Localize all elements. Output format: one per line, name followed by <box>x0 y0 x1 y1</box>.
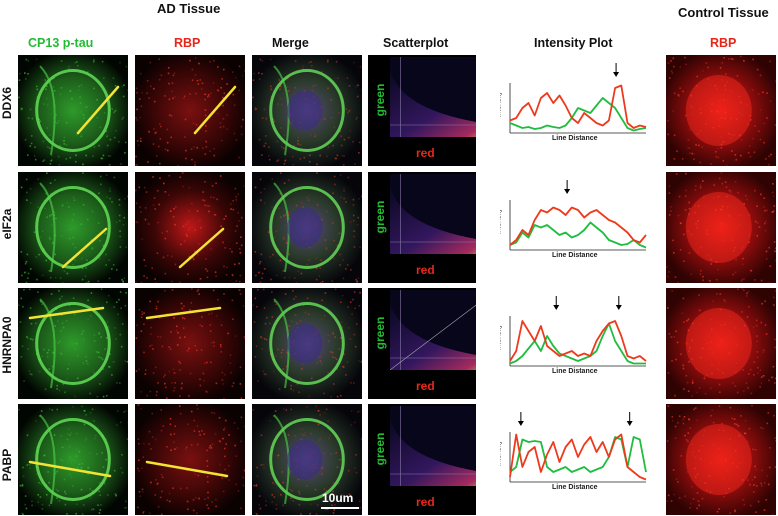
micrograph-merge-row-2 <box>252 288 362 399</box>
intensity-plot-row-0: Intensity Line Distance <box>500 61 655 161</box>
col-intensity-plot: Intensity Plot <box>534 36 613 50</box>
micrograph-ctrl-row-2 <box>666 288 776 399</box>
intensity-xlabel-row-0: Line Distance <box>552 135 598 142</box>
scatter-green-label-row-2: green <box>373 316 387 350</box>
scatter-red-label-row-3: red <box>416 495 435 509</box>
intensity-ylabel-row-1: Intensity <box>500 208 503 235</box>
intensity-ylabel-row-3: Intensity <box>500 440 503 467</box>
micrograph-red-row-2 <box>135 288 245 399</box>
micrograph-green-row-2 <box>18 288 128 399</box>
scatterplot-row-2 <box>368 288 476 399</box>
row-label-eif2a: eIF2a <box>0 208 14 240</box>
micrograph-green-row-0 <box>18 55 128 166</box>
micrograph-red-row-3 <box>135 404 245 515</box>
intensity-ylabel-row-2: Intensity <box>500 324 503 351</box>
intensity-ylabel-row-0: Intensity <box>500 91 503 118</box>
col-cp13-ptau: CP13 p-tau <box>28 36 94 50</box>
scatterplot-row-0 <box>368 55 476 166</box>
intensity-plot-row-3: Intensity Line Distance <box>500 410 655 510</box>
row-label-hnrnpa0: HNRNPA0 <box>0 316 14 374</box>
scatter-green-label-row-1: green <box>373 200 387 234</box>
scatter-red-label-row-0: red <box>416 146 435 160</box>
micrograph-green-row-3 <box>18 404 128 515</box>
scatterplot-row-3 <box>368 404 476 515</box>
scale-bar-label: 10um <box>322 491 354 505</box>
micrograph-green-row-1 <box>18 172 128 283</box>
col-control-rbp: RBP <box>710 36 737 50</box>
intensity-xlabel-row-1: Line Distance <box>552 252 598 259</box>
intensity-plot-row-2: Intensity Line Distance <box>500 294 655 394</box>
control-tissue-header: Control Tissue <box>678 5 769 20</box>
intensity-plot-row-1: Intensity Line Distance <box>500 178 655 278</box>
micrograph-merge-row-1 <box>252 172 362 283</box>
intensity-xlabel-row-2: Line Distance <box>552 368 598 375</box>
ad-tissue-header: AD Tissue <box>157 1 221 16</box>
micrograph-ctrl-row-3 <box>666 404 776 515</box>
micrograph-merge-row-0 <box>252 55 362 166</box>
micrograph-red-row-0 <box>135 55 245 166</box>
scatter-red-label-row-2: red <box>416 379 435 393</box>
col-merge: Merge <box>272 36 309 50</box>
micrograph-ctrl-row-0 <box>666 55 776 166</box>
row-label-ddx6: DDX6 <box>0 87 14 120</box>
row-label-pabp: PABP <box>0 448 14 482</box>
intensity-xlabel-row-3: Line Distance <box>552 484 598 491</box>
scatter-green-label-row-3: green <box>373 432 387 466</box>
scatter-green-label-row-0: green <box>373 83 387 117</box>
micrograph-ctrl-row-1 <box>666 172 776 283</box>
scatterplot-row-1 <box>368 172 476 283</box>
col-scatterplot: Scatterplot <box>383 36 449 50</box>
micrograph-merge-row-3 <box>252 404 362 515</box>
micrograph-red-row-1 <box>135 172 245 283</box>
col-rbp: RBP <box>174 36 201 50</box>
scale-bar <box>321 507 359 509</box>
scatter-red-label-row-1: red <box>416 263 435 277</box>
